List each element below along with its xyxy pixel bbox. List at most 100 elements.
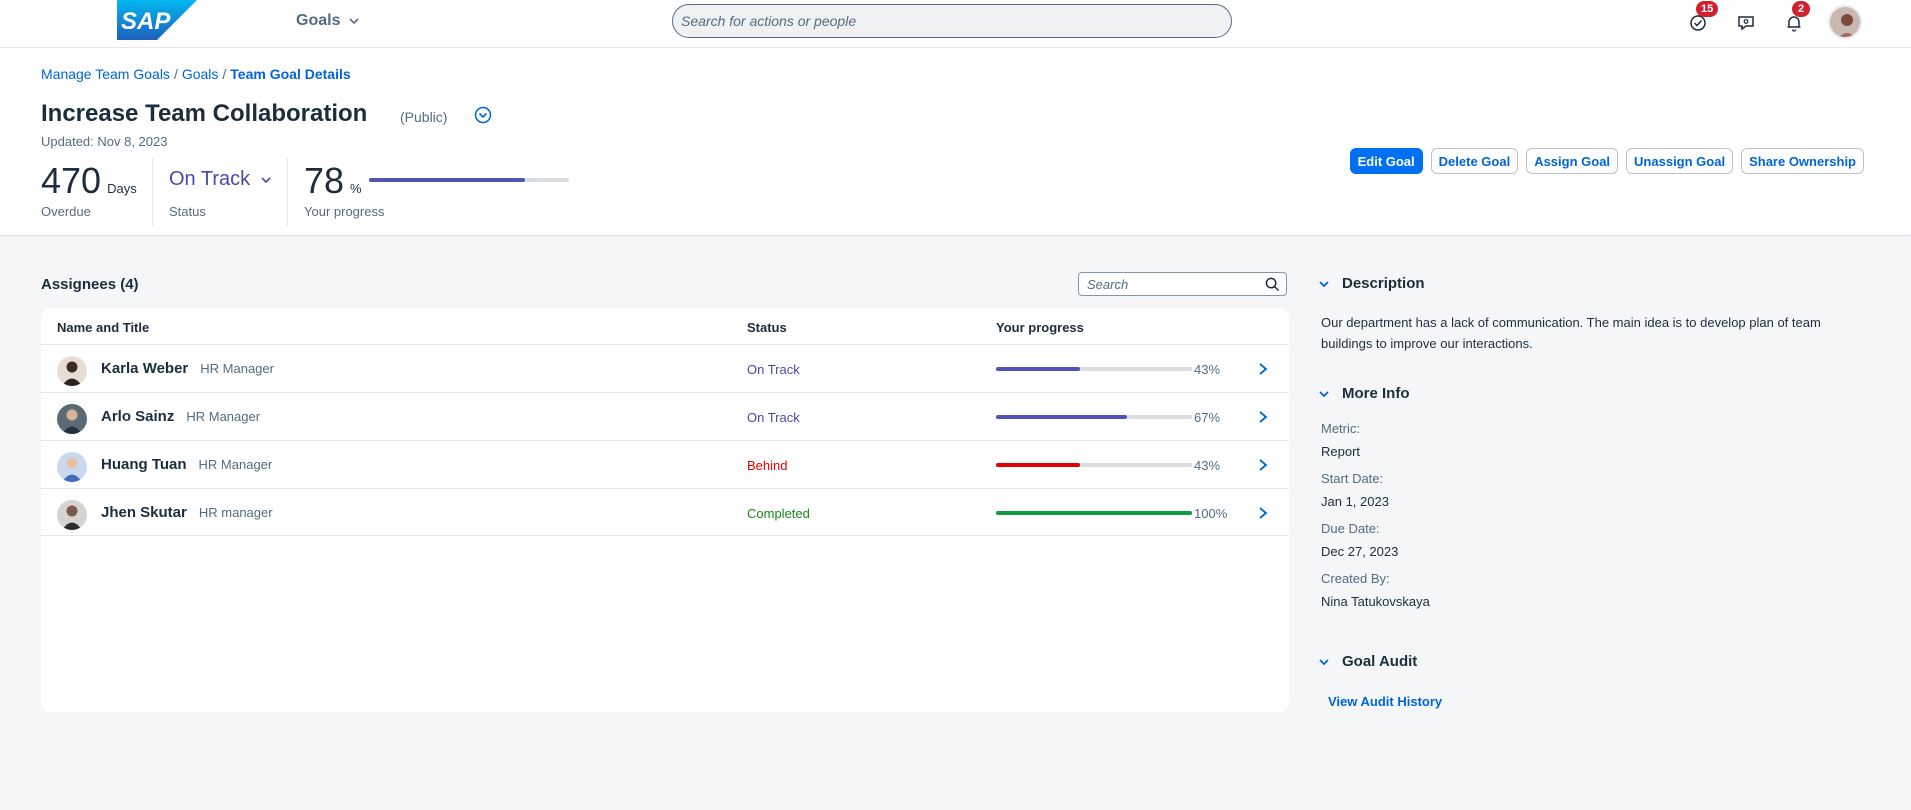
bell-icon xyxy=(1787,16,1801,32)
updated-date: Updated: Nov 8, 2023 xyxy=(41,134,168,149)
progress-label: Your progress xyxy=(304,204,385,219)
due-date-label: Due Date: xyxy=(1321,521,1380,536)
header-expand-button[interactable] xyxy=(474,106,492,124)
chevron-right-icon[interactable] xyxy=(1257,457,1269,473)
feedback-button[interactable] xyxy=(1734,11,1758,35)
goal-audit-section-toggle[interactable]: Goal Audit xyxy=(1318,653,1417,670)
avatar xyxy=(57,356,87,386)
avatar xyxy=(57,404,87,434)
assignee-status: Behind xyxy=(747,458,788,473)
svg-text:SAP: SAP xyxy=(121,8,171,35)
breadcrumb-separator: / xyxy=(173,66,178,82)
kpi-progress: 78% Your progress xyxy=(304,160,384,219)
assignee-role: HR manager xyxy=(198,505,273,520)
assignee-name: Karla Weber xyxy=(101,360,189,377)
assignee-status: On Track xyxy=(747,362,800,377)
breadcrumb-link-goals[interactable]: Goals xyxy=(181,66,219,82)
circle-chevron-down-icon xyxy=(474,106,492,124)
metric-value: Report xyxy=(1321,444,1361,459)
tasks-button[interactable]: 15 xyxy=(1686,1,1719,35)
notifications-button[interactable]: 2 xyxy=(1782,1,1810,35)
start-date-value: Jan 1, 2023 xyxy=(1321,494,1389,509)
assignee-role: HR Manager xyxy=(186,409,261,424)
product-title: Goals xyxy=(296,12,341,29)
header-progress-fill xyxy=(369,178,525,182)
progress-value: 78 xyxy=(304,160,345,201)
column-header-progress: Your progress xyxy=(996,320,1084,335)
table-row[interactable]: Huang Tuan HR Manager Behind 43% xyxy=(41,440,1289,488)
global-search-input[interactable] xyxy=(672,4,1232,38)
delete-goal-button[interactable]: Delete Goal xyxy=(1430,148,1519,174)
task-check-icon xyxy=(1690,15,1706,31)
view-audit-history-link[interactable]: View Audit History xyxy=(1328,694,1443,709)
breadcrumb-current: Team Goal Details xyxy=(230,66,351,82)
overdue-unit: Days xyxy=(107,181,137,196)
share-ownership-button[interactable]: Share Ownership xyxy=(1741,148,1864,174)
edit-goal-button[interactable]: Edit Goal xyxy=(1349,148,1423,174)
assign-goal-button[interactable]: Assign Goal xyxy=(1526,148,1619,174)
overdue-label: Overdue xyxy=(41,204,91,219)
tasks-badge: 15 xyxy=(1696,1,1719,17)
assignee-progress-percent: 43% xyxy=(1194,362,1221,377)
search-icon[interactable] xyxy=(1265,277,1280,292)
breadcrumb-separator: / xyxy=(222,66,227,82)
start-date-label: Start Date: xyxy=(1321,471,1384,486)
table-row[interactable]: Jhen Skutar HR manager Completed 100% xyxy=(41,488,1289,536)
chevron-down-icon xyxy=(349,18,360,25)
description-section-toggle[interactable]: Description xyxy=(1318,275,1425,292)
metric-label: Metric: xyxy=(1321,421,1360,436)
assignee-progress-fill xyxy=(996,367,1081,371)
chevron-down-icon xyxy=(1319,280,1329,287)
user-avatar[interactable] xyxy=(1828,5,1862,39)
chevron-right-icon[interactable] xyxy=(1257,505,1269,521)
sap-logo[interactable]: SAP xyxy=(117,0,197,40)
visibility-label: (Public) xyxy=(400,109,448,125)
unassign-goal-button[interactable]: Unassign Goal xyxy=(1626,148,1734,174)
status-value: On Track xyxy=(169,168,251,190)
goal-audit-title: Goal Audit xyxy=(1342,653,1418,670)
assignee-status: Completed xyxy=(747,506,810,521)
more-info-title: More Info xyxy=(1342,385,1410,402)
assignee-progress-bar xyxy=(996,415,1192,419)
notifications-badge: 2 xyxy=(1792,1,1810,17)
product-switch[interactable]: Goals xyxy=(296,12,360,30)
assignee-name: Huang Tuan xyxy=(101,456,187,473)
shell-bar: SAP Goals 15 2 xyxy=(0,0,1911,48)
assignee-progress-bar xyxy=(996,463,1192,467)
assignee-progress-fill xyxy=(996,511,1192,515)
kpi-divider xyxy=(152,158,153,226)
kpi-divider xyxy=(287,158,288,226)
kpi-overdue: 470 Days Overdue xyxy=(41,160,137,219)
description-title: Description xyxy=(1342,275,1425,292)
avatar xyxy=(57,500,87,530)
assignee-search-input[interactable] xyxy=(1079,273,1249,295)
chevron-right-icon[interactable] xyxy=(1257,409,1269,425)
chevron-down-icon xyxy=(1319,390,1329,397)
kpi-status: On Track Status xyxy=(169,168,272,219)
chevron-down-icon xyxy=(1319,658,1329,665)
feedback-icon xyxy=(1738,16,1754,31)
created-by-value: Nina Tatukovskaya xyxy=(1321,594,1430,609)
status-select[interactable]: On Track xyxy=(169,168,272,191)
more-info-section-toggle[interactable]: More Info xyxy=(1318,385,1410,402)
due-date-value: Dec 27, 2023 xyxy=(1321,544,1399,559)
table-row[interactable]: Karla Weber HR Manager On Track 43% xyxy=(41,344,1289,392)
overdue-value: 470 xyxy=(41,160,102,201)
table-row[interactable]: Arlo Sainz HR Manager On Track 67% xyxy=(41,392,1289,440)
chevron-down-icon xyxy=(261,176,271,183)
assignee-search xyxy=(1078,272,1287,296)
header-actions: Edit Goal Delete Goal Assign Goal Unassi… xyxy=(1349,148,1864,174)
avatar xyxy=(57,452,87,482)
breadcrumb: Manage Team Goals / Goals / Team Goal Detail… xyxy=(41,66,351,82)
assignee-progress-percent: 43% xyxy=(1194,458,1221,473)
chevron-right-icon[interactable] xyxy=(1257,361,1269,377)
assignee-progress-fill xyxy=(996,415,1128,419)
description-text: Our department has a lack of communicati… xyxy=(1321,315,1821,351)
assignee-progress-percent: 100% xyxy=(1194,506,1228,521)
page-title: Increase Team Collaboration xyxy=(41,100,368,127)
status-label: Status xyxy=(169,204,206,219)
assignee-role: HR Manager xyxy=(200,361,274,376)
column-header-name: Name and Title xyxy=(57,320,150,335)
assignee-progress-bar xyxy=(996,367,1192,371)
breadcrumb-link-manage-team-goals[interactable]: Manage Team Goals xyxy=(41,66,170,82)
